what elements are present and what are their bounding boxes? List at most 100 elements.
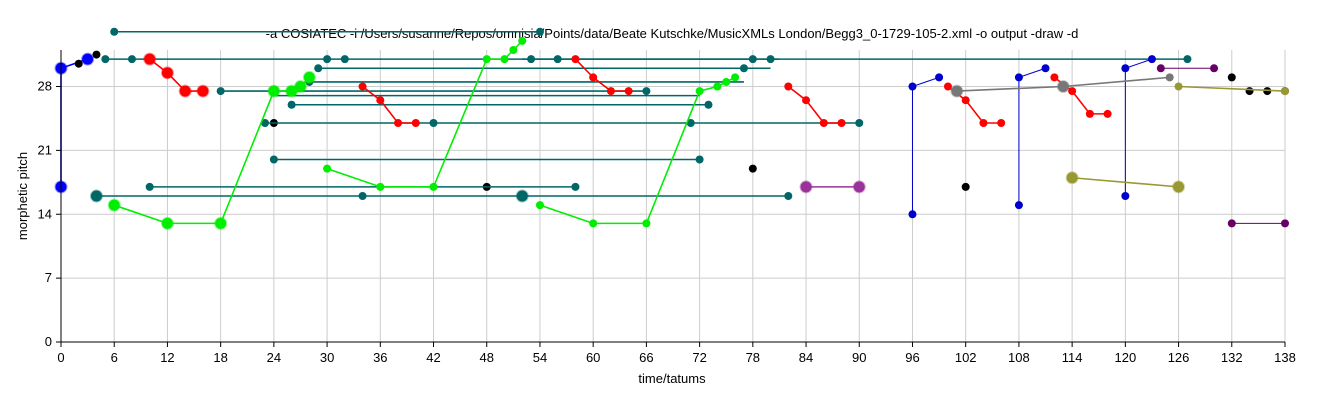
data-point — [704, 100, 713, 109]
y-tick-label: 14 — [38, 206, 52, 221]
series-1 — [74, 50, 1289, 191]
data-point — [943, 82, 952, 91]
data-point — [1156, 64, 1165, 73]
y-tick-label: 0 — [45, 334, 52, 349]
data-point — [1014, 73, 1023, 82]
y-tick-label: 7 — [45, 270, 52, 285]
data-point — [127, 55, 136, 64]
x-tick-label: 84 — [799, 350, 813, 365]
axes: 0 6 12 18 24 30 36 42 48 54 60 66 72 78 84 90 96 102 108 11… — [38, 50, 1296, 365]
data-point — [92, 50, 101, 59]
data-point — [748, 164, 757, 173]
x-tick-label: 6 — [111, 350, 118, 365]
data-point — [323, 164, 332, 173]
data-point — [935, 73, 944, 82]
y-axis-label: morphetic pitch — [15, 152, 30, 240]
series-line — [362, 85, 416, 124]
data-point — [1210, 64, 1219, 73]
series-4 — [107, 36, 740, 230]
data-point — [852, 180, 866, 194]
data-point — [1172, 180, 1186, 194]
data-point — [482, 55, 491, 64]
data-point — [784, 82, 793, 91]
data-point — [961, 182, 970, 191]
data-point — [411, 119, 420, 127]
series-line — [1063, 76, 1170, 88]
series-2 — [89, 27, 1192, 203]
data-point — [748, 55, 757, 64]
x-tick-label: 36 — [373, 350, 387, 365]
data-point — [81, 52, 95, 66]
data-point — [1174, 82, 1183, 91]
data-point — [267, 84, 281, 98]
series-7 — [950, 73, 1174, 98]
data-point — [731, 73, 740, 82]
x-tick-label: 72 — [692, 350, 706, 365]
data-point — [606, 87, 615, 96]
series-line — [956, 85, 1064, 92]
x-tick-label: 78 — [746, 350, 760, 365]
series-line — [787, 85, 842, 124]
x-tick-label: 42 — [426, 350, 440, 365]
data-point — [695, 87, 704, 96]
x-tick-label: 30 — [320, 350, 334, 365]
data-point — [101, 55, 110, 64]
series-6 — [908, 55, 1156, 219]
data-point — [1103, 109, 1112, 118]
series-layer — [54, 27, 1289, 230]
data-point — [1227, 219, 1236, 228]
data-point — [269, 155, 278, 164]
x-tick-label: 138 — [1274, 350, 1296, 365]
data-point — [527, 55, 536, 64]
data-point — [160, 216, 174, 230]
x-tick-label: 66 — [639, 350, 653, 365]
series-line — [911, 76, 940, 215]
data-point — [515, 189, 529, 203]
data-point — [908, 210, 917, 219]
data-point — [214, 216, 228, 230]
data-point — [110, 27, 119, 36]
data-point — [784, 192, 793, 200]
data-point — [1147, 55, 1156, 64]
data-point — [107, 198, 121, 212]
data-point — [799, 180, 813, 194]
series-8 — [1065, 82, 1289, 194]
data-point — [145, 182, 154, 191]
data-point — [429, 182, 438, 191]
data-point — [74, 59, 83, 68]
data-point — [589, 219, 598, 228]
data-point — [340, 55, 349, 64]
data-point — [1068, 87, 1077, 96]
data-point — [1245, 87, 1254, 96]
data-point — [160, 66, 174, 80]
data-point — [819, 119, 828, 127]
data-point — [1281, 219, 1289, 228]
data-point — [589, 73, 598, 82]
data-point — [802, 96, 811, 105]
series-line — [574, 58, 629, 92]
data-point — [837, 119, 846, 127]
data-point — [358, 82, 367, 91]
data-point — [950, 84, 964, 98]
data-point — [1056, 80, 1070, 93]
x-tick-label: 114 — [1062, 350, 1083, 365]
x-tick-label: 60 — [586, 350, 600, 365]
x-tick-label: 90 — [852, 350, 866, 365]
data-point — [997, 119, 1006, 127]
x-tick-label: 126 — [1168, 350, 1190, 365]
x-tick-label: 18 — [213, 350, 227, 365]
data-point — [287, 100, 296, 109]
data-point — [624, 87, 633, 96]
data-point — [766, 55, 775, 64]
data-point — [1014, 201, 1023, 210]
series-9 — [1156, 64, 1289, 228]
data-point — [642, 87, 651, 96]
data-point — [178, 84, 192, 98]
data-point — [143, 52, 157, 66]
data-point — [979, 119, 988, 127]
series-line — [149, 58, 203, 92]
x-tick-label: 48 — [480, 350, 494, 365]
data-point — [553, 55, 562, 64]
